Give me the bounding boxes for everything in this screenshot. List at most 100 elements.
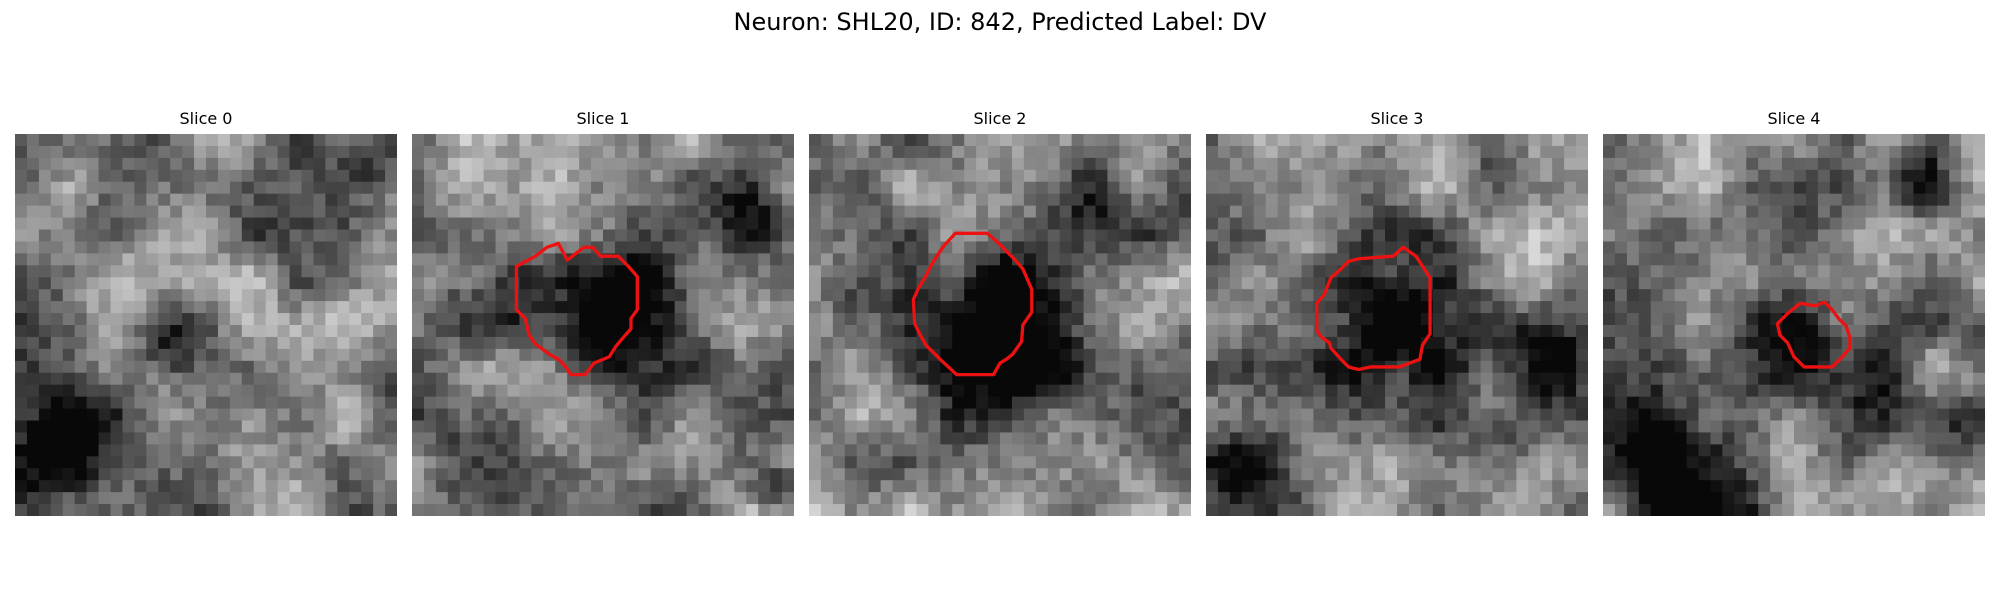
- image-pixel: [98, 372, 112, 386]
- image-pixel: [1265, 325, 1279, 338]
- image-pixel: [146, 336, 159, 350]
- image-pixel: [1071, 157, 1085, 171]
- image-pixel: [385, 241, 397, 254]
- image-pixel: [1746, 134, 1759, 147]
- image-pixel: [892, 492, 906, 505]
- image-pixel: [1047, 181, 1061, 195]
- image-pixel: [1504, 444, 1517, 457]
- image-pixel: [241, 289, 255, 302]
- image-pixel: [603, 396, 616, 410]
- image-pixel: [1179, 360, 1191, 374]
- image-pixel: [50, 145, 64, 159]
- image-pixel: [1023, 169, 1037, 183]
- image-pixel: [1217, 336, 1231, 350]
- image-pixel: [1552, 468, 1565, 481]
- image-pixel: [1325, 325, 1338, 338]
- image-pixel: [976, 265, 989, 278]
- image-pixel: [1853, 384, 1867, 398]
- image-pixel: [1047, 408, 1061, 422]
- image-pixel: [1770, 396, 1783, 410]
- image-pixel: [782, 372, 794, 386]
- image-pixel: [110, 480, 124, 493]
- image-pixel: [650, 229, 664, 243]
- image-pixel: [770, 229, 783, 243]
- image-pixel: [710, 277, 723, 290]
- image-pixel: [868, 193, 882, 207]
- image-pixel: [435, 145, 449, 159]
- image-pixel: [1456, 241, 1470, 254]
- image-pixel: [1961, 289, 1974, 302]
- image-pixel: [746, 193, 759, 207]
- image-pixel: [1758, 169, 1771, 183]
- image-pixel: [1217, 360, 1231, 374]
- image-pixel: [361, 277, 374, 290]
- image-pixel: [1603, 313, 1616, 326]
- image-pixel: [1603, 396, 1616, 410]
- image-pixel: [1674, 396, 1688, 410]
- image-pixel: [229, 372, 243, 386]
- image-pixel: [110, 205, 124, 219]
- image-pixel: [722, 492, 735, 505]
- image-pixel: [1480, 253, 1494, 266]
- image-pixel: [1949, 265, 1962, 278]
- image-pixel: [507, 348, 521, 362]
- image-pixel: [952, 193, 965, 207]
- image-pixel: [531, 181, 544, 195]
- image-pixel: [15, 384, 28, 398]
- image-pixel: [1817, 336, 1831, 350]
- image-pixel: [746, 360, 759, 374]
- image-pixel: [194, 145, 207, 159]
- image-pixel: [301, 277, 315, 290]
- image-pixel: [770, 169, 783, 183]
- image-pixel: [1373, 313, 1386, 326]
- image-pixel: [519, 205, 532, 219]
- image-pixel: [1540, 313, 1553, 326]
- image-pixel: [1167, 289, 1180, 302]
- image-pixel: [206, 241, 219, 254]
- image-pixel: [614, 384, 628, 398]
- image-pixel: [1829, 145, 1843, 159]
- image-pixel: [1119, 157, 1132, 171]
- image-pixel: [349, 193, 362, 207]
- image-pixel: [206, 289, 219, 302]
- image-pixel: [1206, 301, 1219, 314]
- image-pixel: [1877, 145, 1891, 159]
- image-pixel: [385, 336, 397, 350]
- image-pixel: [1000, 444, 1013, 457]
- image-pixel: [447, 265, 461, 278]
- image-pixel: [134, 265, 147, 278]
- image-pixel: [1614, 253, 1628, 266]
- image-pixel: [435, 480, 449, 493]
- image-pixel: [206, 420, 219, 434]
- image-pixel: [1516, 134, 1529, 147]
- image-pixel: [1432, 348, 1446, 362]
- image-pixel: [1817, 456, 1831, 469]
- image-pixel: [1179, 217, 1191, 231]
- image-pixel: [722, 301, 735, 314]
- image-pixel: [603, 229, 616, 243]
- image-pixel: [892, 157, 906, 171]
- image-pixel: [98, 157, 112, 171]
- image-pixel: [868, 265, 882, 278]
- image-pixel: [1337, 372, 1350, 386]
- image-pixel: [1480, 444, 1494, 457]
- image-pixel: [1614, 157, 1628, 171]
- image-pixel: [1758, 205, 1771, 219]
- image-pixel: [820, 492, 834, 505]
- image-pixel: [1949, 408, 1962, 422]
- image-pixel: [1229, 241, 1243, 254]
- image-pixel: [1432, 396, 1446, 410]
- image-pixel: [1035, 241, 1049, 254]
- image-pixel: [614, 181, 628, 195]
- image-pixel: [1131, 277, 1144, 290]
- image-pixel: [265, 193, 279, 207]
- image-pixel: [158, 360, 171, 374]
- image-pixel: [1614, 145, 1628, 159]
- image-pixel: [1229, 181, 1243, 195]
- image-pixel: [856, 229, 870, 243]
- image-pixel: [1059, 193, 1073, 207]
- image-pixel: [1937, 384, 1950, 398]
- image-pixel: [1576, 468, 1588, 481]
- image-pixel: [1143, 360, 1156, 374]
- image-pixel: [1325, 420, 1338, 434]
